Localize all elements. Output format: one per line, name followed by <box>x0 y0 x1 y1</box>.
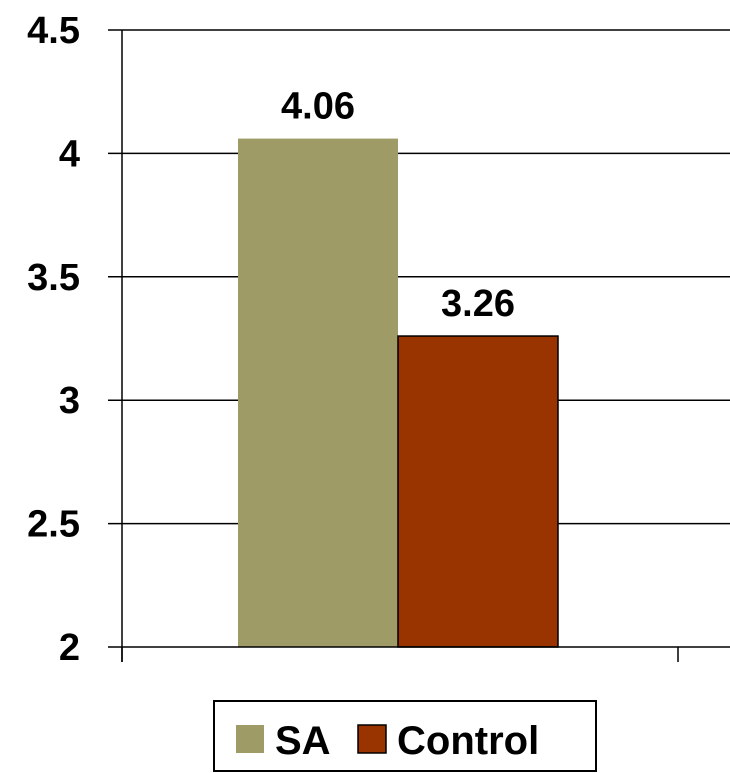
legend-box <box>213 700 597 772</box>
bar-control <box>397 335 559 648</box>
y-tick-labels: 2 2.5 3 3.5 4 4.5 <box>27 10 80 669</box>
y-tick-label: 4.5 <box>27 10 80 52</box>
y-tick-label: 3.5 <box>27 257 80 299</box>
data-label-sa: 4.06 <box>281 86 355 128</box>
legend-label-control: Control <box>397 719 539 763</box>
y-tick-label: 2 <box>59 627 80 669</box>
bars <box>238 138 559 648</box>
y-tick-label: 3 <box>59 380 80 422</box>
y-tick-label: 4 <box>59 133 80 175</box>
data-label-control: 3.26 <box>441 283 515 325</box>
bar-sa <box>238 138 398 648</box>
axes <box>121 30 730 662</box>
y-tick-label: 2.5 <box>27 504 80 546</box>
data-labels: 4.06 3.26 <box>281 86 515 325</box>
legend-label-sa: SA <box>275 719 331 763</box>
legend: SA Control <box>213 700 597 772</box>
legend-swatch-sa <box>236 725 264 753</box>
legend-swatch-control <box>357 724 387 754</box>
